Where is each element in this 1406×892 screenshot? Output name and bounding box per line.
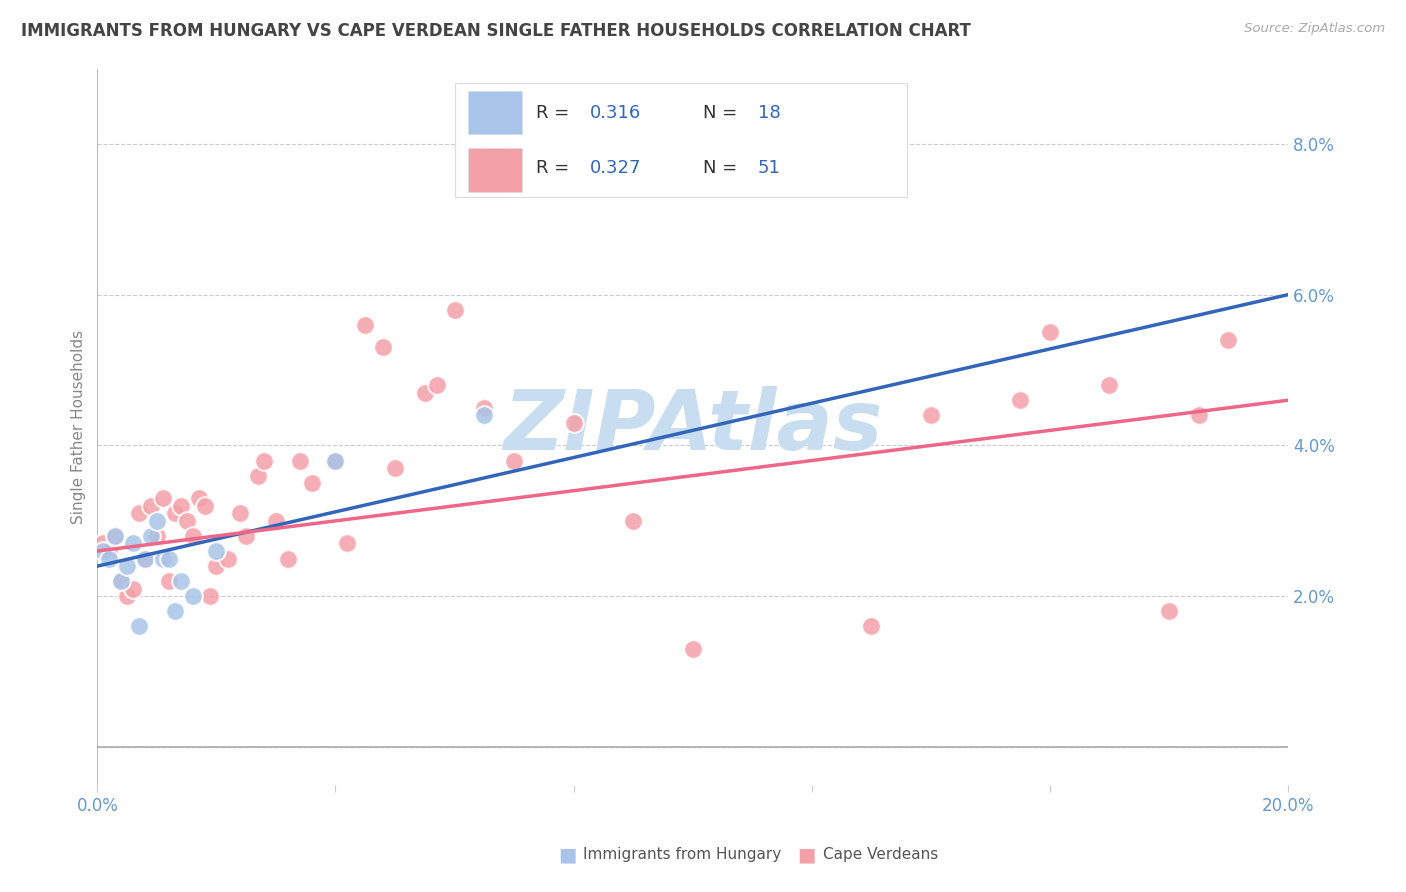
- Point: [152, 491, 174, 506]
- Point: [277, 551, 299, 566]
- Point: [176, 514, 198, 528]
- Point: [98, 551, 121, 566]
- Point: [152, 551, 174, 566]
- Point: [354, 318, 377, 332]
- Point: [472, 401, 495, 415]
- Point: [800, 175, 823, 189]
- Point: [163, 506, 186, 520]
- Point: [336, 536, 359, 550]
- Point: [1157, 604, 1180, 618]
- Point: [920, 409, 942, 423]
- Point: [443, 302, 465, 317]
- Point: [1187, 409, 1209, 423]
- Point: [384, 461, 406, 475]
- Text: ■: ■: [797, 845, 823, 864]
- Point: [235, 529, 257, 543]
- Point: [472, 409, 495, 423]
- Point: [110, 574, 132, 589]
- Point: [122, 536, 145, 550]
- Point: [122, 582, 145, 596]
- Point: [288, 453, 311, 467]
- Point: [157, 551, 180, 566]
- Point: [503, 453, 526, 467]
- Point: [253, 453, 276, 467]
- Point: [200, 589, 222, 603]
- Point: [247, 468, 270, 483]
- Point: [134, 551, 156, 566]
- Point: [1098, 378, 1121, 392]
- Point: [193, 499, 215, 513]
- Point: [1218, 333, 1240, 347]
- Y-axis label: Single Father Households: Single Father Households: [72, 329, 86, 524]
- Point: [157, 574, 180, 589]
- Point: [301, 476, 323, 491]
- Point: [115, 559, 138, 574]
- Point: [134, 551, 156, 566]
- Point: [146, 514, 169, 528]
- Text: ■: ■: [558, 845, 583, 864]
- Point: [217, 551, 239, 566]
- Text: Cape Verdeans: Cape Verdeans: [823, 847, 938, 862]
- Point: [860, 619, 883, 633]
- Text: Source: ZipAtlas.com: Source: ZipAtlas.com: [1244, 22, 1385, 36]
- Point: [205, 544, 228, 558]
- Point: [170, 574, 193, 589]
- Point: [1008, 393, 1031, 408]
- Point: [325, 453, 347, 467]
- Text: ZIPAtlas: ZIPAtlas: [503, 386, 883, 467]
- Point: [413, 385, 436, 400]
- Point: [128, 506, 150, 520]
- Point: [325, 453, 347, 467]
- Point: [139, 499, 162, 513]
- Point: [128, 619, 150, 633]
- Point: [621, 514, 644, 528]
- Point: [1039, 326, 1062, 340]
- Point: [205, 559, 228, 574]
- Point: [181, 589, 204, 603]
- Point: [264, 514, 287, 528]
- Point: [146, 529, 169, 543]
- Point: [181, 529, 204, 543]
- Point: [163, 604, 186, 618]
- Point: [426, 378, 449, 392]
- Point: [139, 529, 162, 543]
- Point: [104, 529, 127, 543]
- Point: [682, 642, 704, 657]
- Point: [229, 506, 252, 520]
- Point: [104, 529, 127, 543]
- Text: IMMIGRANTS FROM HUNGARY VS CAPE VERDEAN SINGLE FATHER HOUSEHOLDS CORRELATION CHA: IMMIGRANTS FROM HUNGARY VS CAPE VERDEAN …: [21, 22, 972, 40]
- Point: [562, 416, 585, 430]
- Point: [371, 341, 394, 355]
- Point: [91, 536, 114, 550]
- Text: Immigrants from Hungary: Immigrants from Hungary: [583, 847, 782, 862]
- Point: [91, 544, 114, 558]
- Point: [187, 491, 209, 506]
- Point: [98, 544, 121, 558]
- Point: [170, 499, 193, 513]
- Point: [115, 589, 138, 603]
- Point: [110, 574, 132, 589]
